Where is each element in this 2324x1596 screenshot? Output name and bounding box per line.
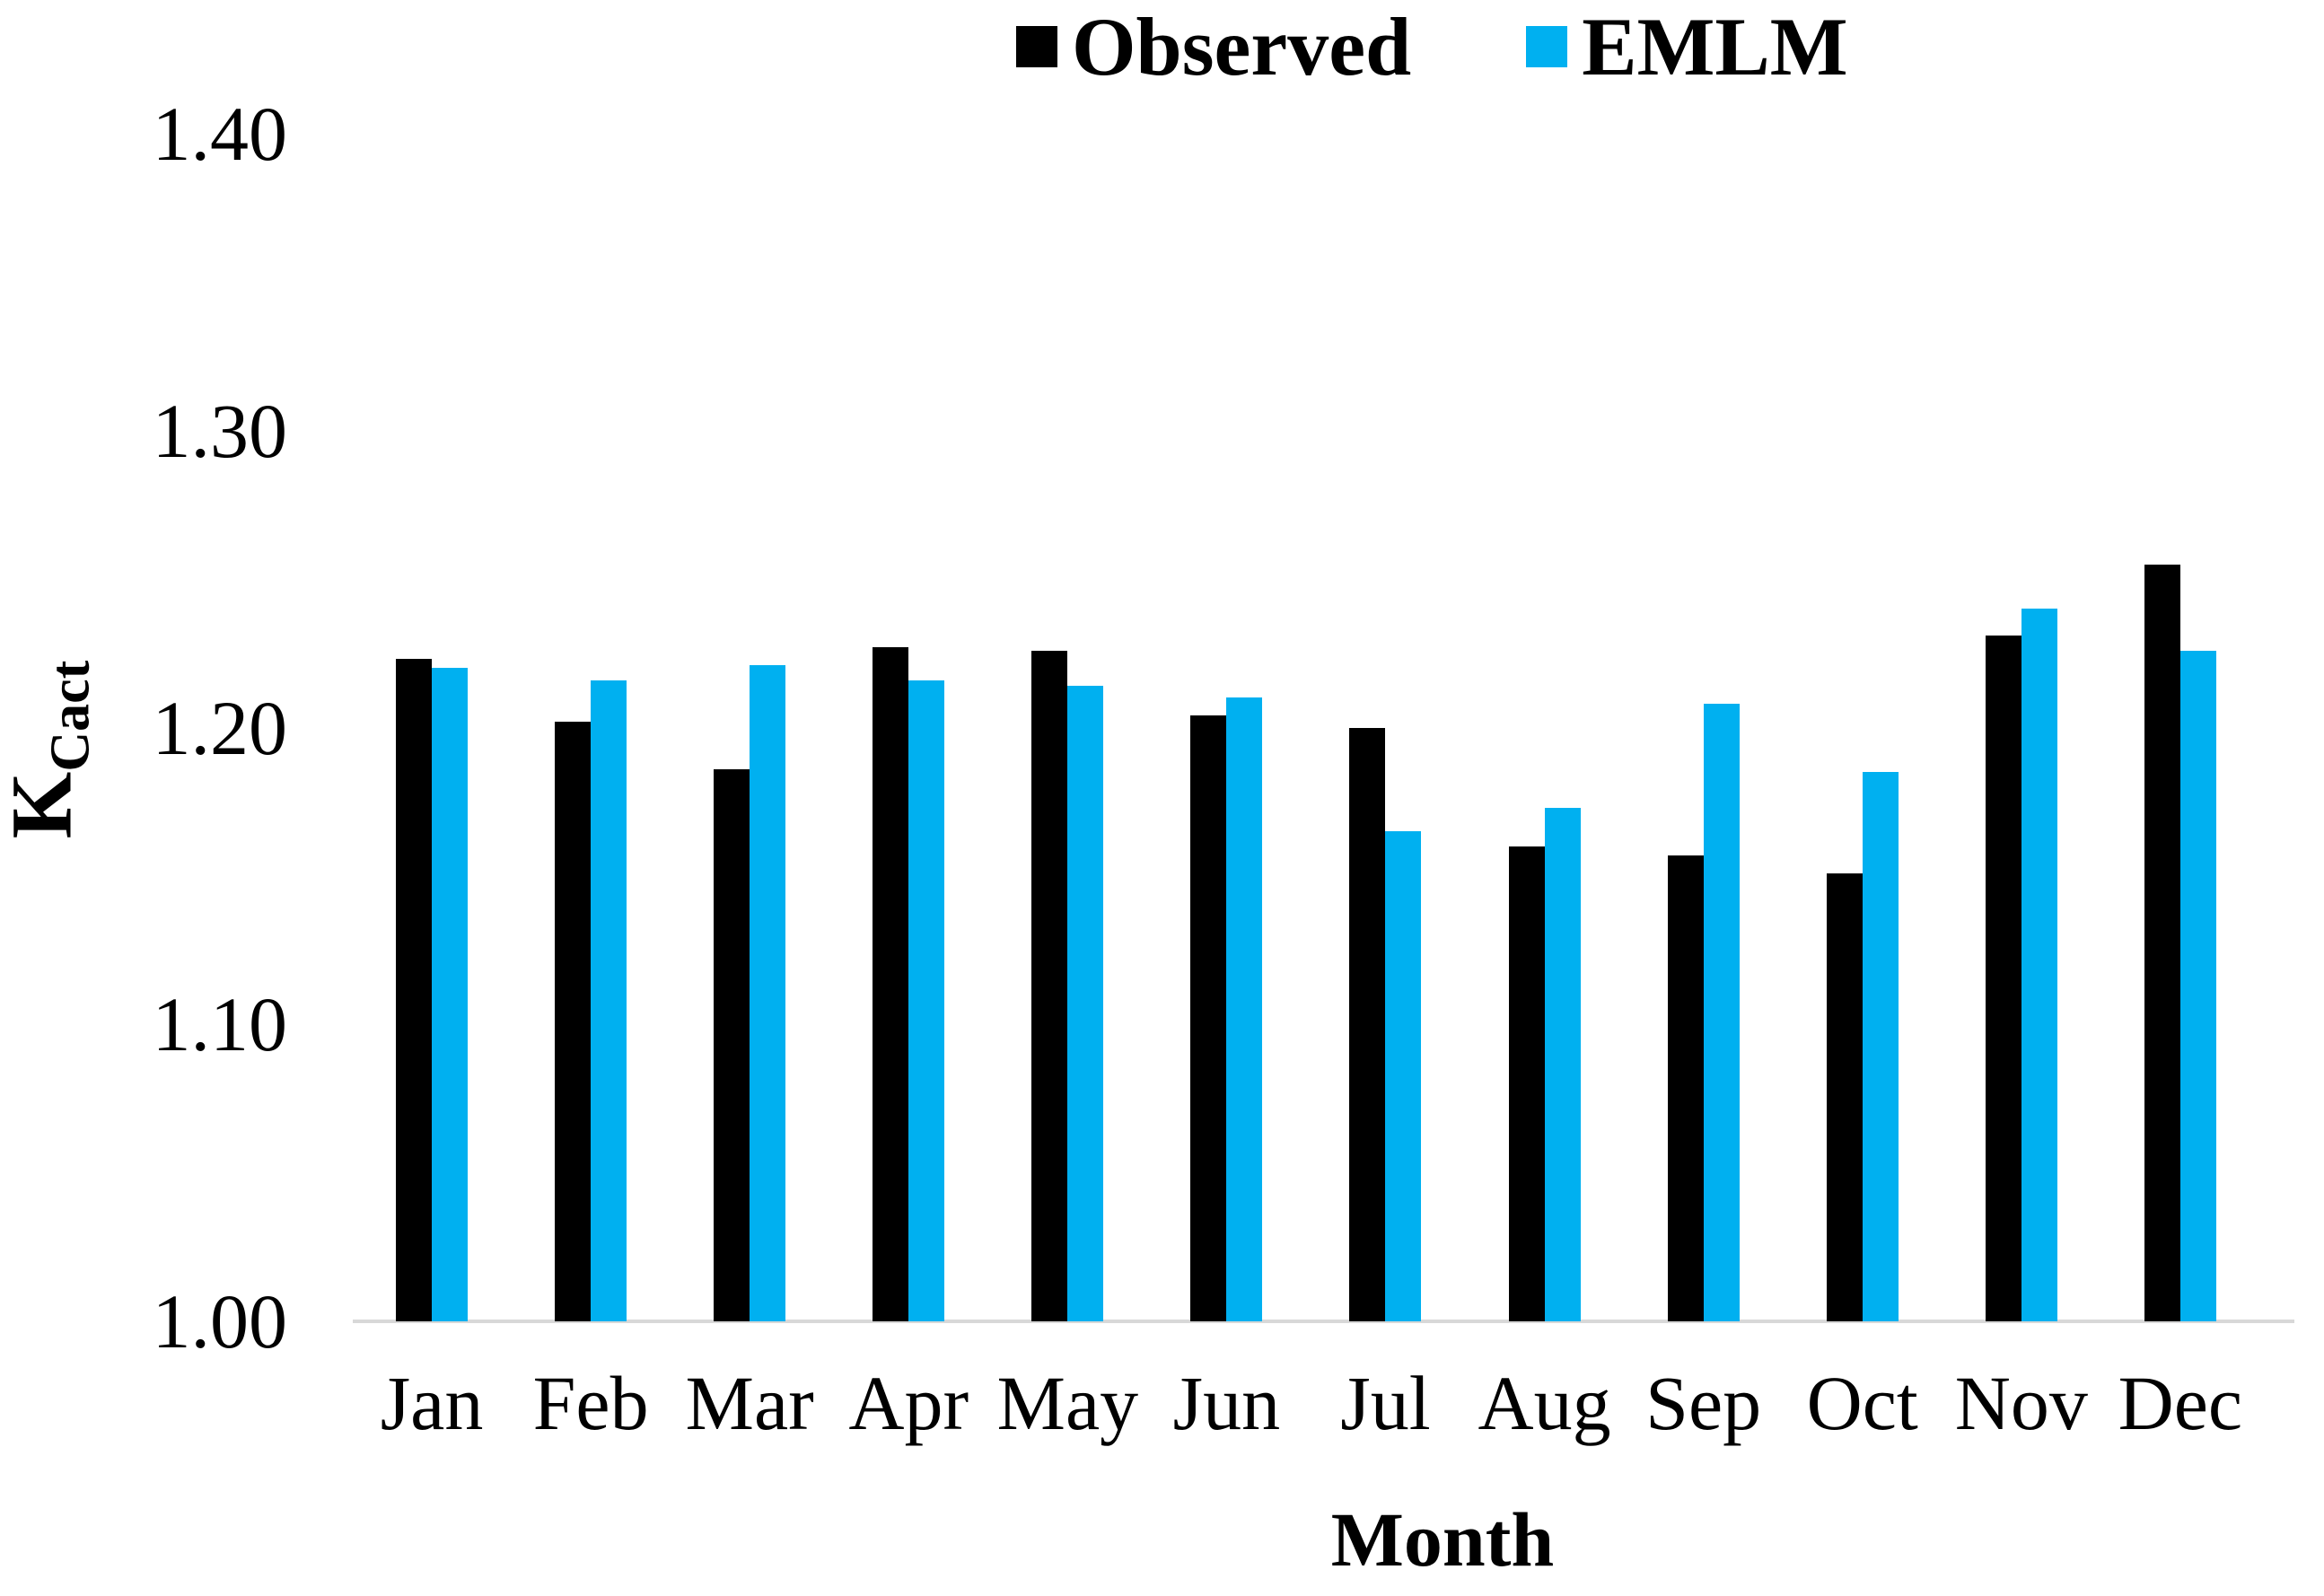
y-axis-title-base: K [0, 771, 90, 839]
bar-observed-mar [714, 768, 750, 1321]
bar-emlm-oct [1862, 772, 1899, 1321]
bar-group-apr [873, 647, 945, 1321]
bar-observed-may [1031, 650, 1068, 1321]
x-tick-label-mar: Mar [685, 1360, 814, 1446]
emlm-swatch-icon [1526, 26, 1568, 67]
bar-observed-nov [1985, 636, 2021, 1321]
bar-observed-sep [1667, 855, 1704, 1321]
bar-observed-oct [1826, 873, 1863, 1321]
bar-observed-feb [555, 721, 592, 1321]
bar-group-mar [714, 665, 786, 1321]
bar-emlm-jun [1226, 697, 1263, 1321]
x-tick-label-jul: Jul [1340, 1360, 1431, 1446]
bar-group-jun [1190, 697, 1263, 1321]
bar-group-jul [1349, 727, 1422, 1321]
bar-group-feb [555, 680, 627, 1321]
bar-observed-apr [873, 647, 909, 1321]
x-axis-line [353, 1320, 2294, 1323]
bar-observed-jun [1190, 715, 1227, 1321]
y-tick-label: 1.10 [152, 981, 288, 1068]
bar-emlm-dec [2179, 650, 2216, 1321]
bar-group-nov [1985, 609, 2057, 1321]
x-axis-tick-labels: Jan Feb Mar Apr May Jun Jul Aug Sep Oct Nov Dec [380, 1360, 2243, 1446]
x-tick-label-may: May [996, 1360, 1139, 1446]
bar-observed-aug [1508, 846, 1545, 1321]
x-tick-label-jun: Jun [1172, 1360, 1281, 1446]
bar-emlm-mar [750, 665, 786, 1321]
x-tick-label-dec: Dec [2118, 1360, 2243, 1446]
legend-item-emlm: EMLM [1526, 1, 1848, 92]
bar-group-jan [396, 659, 468, 1321]
x-tick-label-oct: Oct [1806, 1360, 1918, 1446]
bar-emlm-apr [908, 680, 945, 1321]
x-tick-label-aug: Aug [1478, 1360, 1611, 1446]
y-tick-label: 1.40 [152, 91, 288, 177]
bar-emlm-may [1067, 686, 1104, 1321]
bar-emlm-feb [591, 680, 627, 1321]
bar-emlm-sep [1703, 704, 1740, 1321]
bar-group-sep [1667, 704, 1740, 1321]
x-tick-label-apr: Apr [848, 1360, 969, 1446]
bar-observed-jul [1349, 727, 1386, 1321]
bar-observed-dec [2144, 564, 2180, 1321]
bar-emlm-nov [2021, 609, 2057, 1321]
plot-area [396, 134, 2216, 1321]
bar-emlm-aug [1544, 807, 1581, 1321]
y-tick-label: 1.30 [152, 387, 288, 474]
legend-label-observed: Observed [1072, 1, 1412, 92]
x-tick-label-sep: Sep [1645, 1360, 1762, 1446]
bar-group-oct [1826, 772, 1899, 1321]
x-tick-label-feb: Feb [532, 1360, 649, 1446]
bar-group-may [1031, 650, 1104, 1321]
legend: Observed EMLM [1016, 0, 1848, 93]
legend-label-emlm: EMLM [1582, 1, 1848, 92]
y-tick-label: 1.20 [152, 684, 288, 771]
x-tick-label-nov: Nov [1954, 1360, 2088, 1446]
bar-group-dec [2144, 564, 2216, 1321]
bar-group-aug [1508, 807, 1581, 1321]
bar-observed-jan [396, 659, 432, 1321]
bar-emlm-jan [432, 668, 468, 1321]
legend-item-observed: Observed [1016, 5, 1411, 88]
x-tick-label-jan: Jan [380, 1360, 484, 1446]
bar-emlm-jul [1385, 831, 1422, 1321]
x-axis-title: Month [1330, 1496, 1555, 1583]
y-tick-label: 1.00 [152, 1278, 288, 1364]
observed-swatch-icon [1016, 26, 1057, 67]
